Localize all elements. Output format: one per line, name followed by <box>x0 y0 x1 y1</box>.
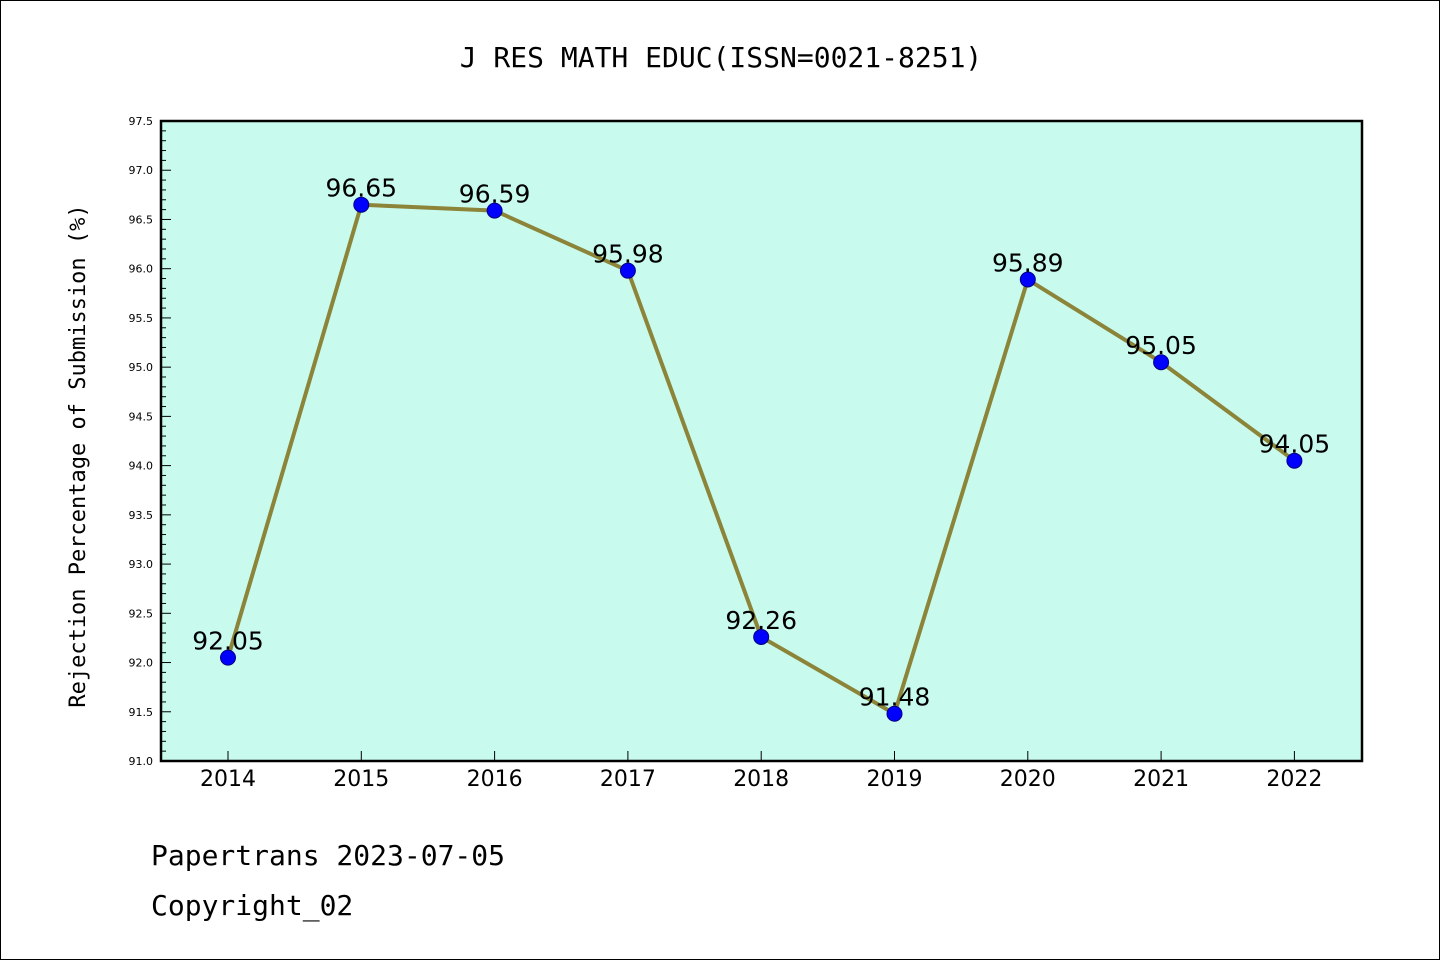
y-tick-label: 95.5 <box>129 312 154 325</box>
x-axis: 2014 2015 2016 2017 2018 2019 2020 2021 2022 <box>200 751 1322 792</box>
x-tick-label: 2016 <box>467 767 523 792</box>
footer-date: Papertrans 2023-07-05 <box>151 839 505 872</box>
x-tick-label: 2022 <box>1266 767 1322 792</box>
data-label: 92.26 <box>725 606 797 635</box>
y-tick-label: 92.5 <box>129 607 154 620</box>
data-label: 95.05 <box>1125 331 1197 360</box>
y-axis-label: Rejection Percentage of Submission (%) <box>66 204 91 707</box>
y-tick-label: 97.0 <box>129 164 154 177</box>
plot-area <box>159 119 1364 763</box>
x-tick-label: 2021 <box>1133 767 1189 792</box>
data-points <box>220 196 1303 722</box>
y-tick-label: 97.5 <box>129 115 154 128</box>
data-label: 91.48 <box>859 683 931 712</box>
y-tick-label: 96.5 <box>129 213 154 226</box>
data-label: 95.98 <box>592 240 664 269</box>
data-point <box>220 649 236 666</box>
x-tick-label: 2015 <box>333 767 389 792</box>
x-tick-label: 2020 <box>1000 767 1056 792</box>
data-label: 95.89 <box>992 249 1064 278</box>
data-point <box>1153 354 1170 371</box>
y-tick-label: 93.0 <box>129 558 154 571</box>
data-label: 92.05 <box>192 627 264 656</box>
data-point <box>753 628 770 645</box>
x-tick-label: 2018 <box>733 767 789 792</box>
y-tick-label: 93.5 <box>129 509 154 522</box>
data-point <box>886 705 903 722</box>
y-axis: 91.0 91.5 92.0 92.5 93.0 93.5 94.0 94.5 95.0 95.5… <box>129 115 171 768</box>
data-label: 94.05 <box>1259 430 1331 459</box>
y-tick-label: 95.0 <box>129 361 154 374</box>
chart-title: J RES MATH EDUC(ISSN=0021-8251) <box>460 41 983 74</box>
y-tick-label: 96.0 <box>129 263 154 276</box>
data-point <box>1019 271 1036 288</box>
x-tick-label: 2019 <box>867 767 923 792</box>
data-point <box>1286 452 1303 469</box>
x-tick-label: 2014 <box>200 767 256 792</box>
data-point <box>486 202 503 219</box>
y-tick-label: 91.5 <box>129 706 154 719</box>
y-tick-label: 92.0 <box>129 657 154 670</box>
x-tick-label: 2017 <box>600 767 656 792</box>
footer-copyright: Copyright_02 <box>151 889 353 923</box>
data-labels: 92.05 96.65 96.59 95.98 92.26 91.48 95.89 95.05… <box>192 174 1330 712</box>
y-tick-label: 94.5 <box>129 410 154 423</box>
y-tick-label: 91.0 <box>129 755 154 768</box>
data-label: 96.65 <box>326 174 398 203</box>
data-point <box>619 262 636 279</box>
y-tick-label: 94.0 <box>129 460 154 473</box>
data-point <box>353 196 370 213</box>
data-label: 96.59 <box>459 180 531 209</box>
